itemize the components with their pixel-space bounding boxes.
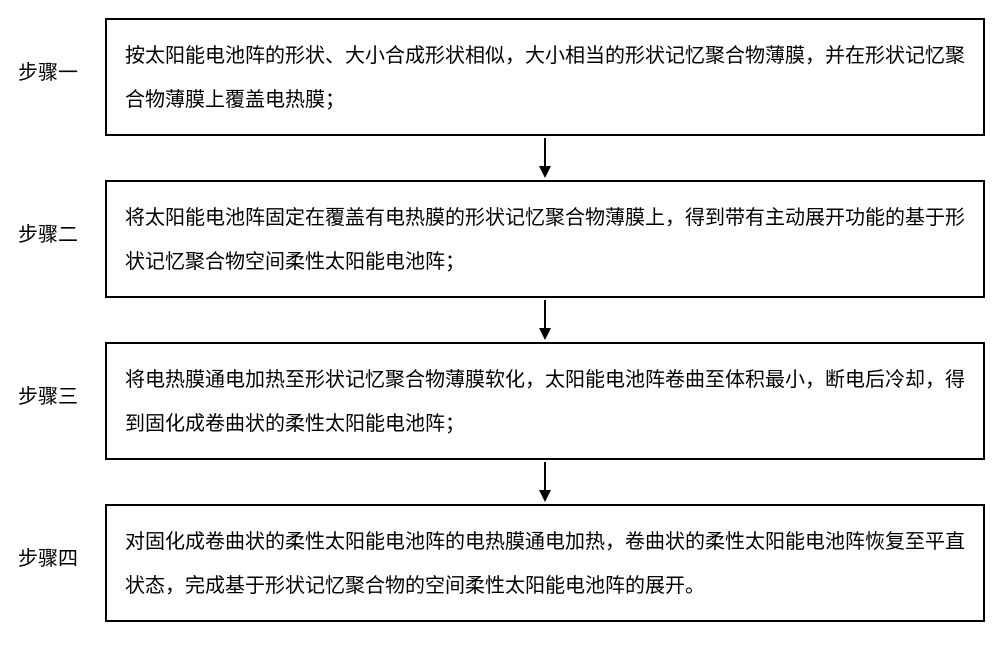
step-box-3: 将电热膜通电加热至形状记忆聚合物薄膜软化，太阳能电池阵卷曲至体积最小，断电后冷却… <box>105 342 985 460</box>
step-label-3: 步骤三 <box>18 380 78 409</box>
flowchart-canvas: 步骤一 按太阳能电池阵的形状、大小合成形状相似，大小相当的形状记忆聚合物薄膜，并… <box>0 0 1000 654</box>
arrow-3 <box>535 462 555 504</box>
step-box-2: 将太阳能电池阵固定在覆盖有电热膜的形状记忆聚合物薄膜上，得到带有主动展开功能的基… <box>105 180 985 298</box>
step-label-1: 步骤一 <box>18 56 78 85</box>
step-box-1: 按太阳能电池阵的形状、大小合成形状相似，大小相当的形状记忆聚合物薄膜，并在形状记… <box>105 18 985 136</box>
arrow-2 <box>535 300 555 342</box>
step-box-4: 对固化成卷曲状的柔性太阳能电池阵的电热膜通电加热，卷曲状的柔性太阳能电池阵恢复至… <box>105 504 985 622</box>
step-label-2: 步骤二 <box>18 218 78 247</box>
step-label-4: 步骤四 <box>18 542 78 571</box>
arrow-1 <box>535 138 555 180</box>
